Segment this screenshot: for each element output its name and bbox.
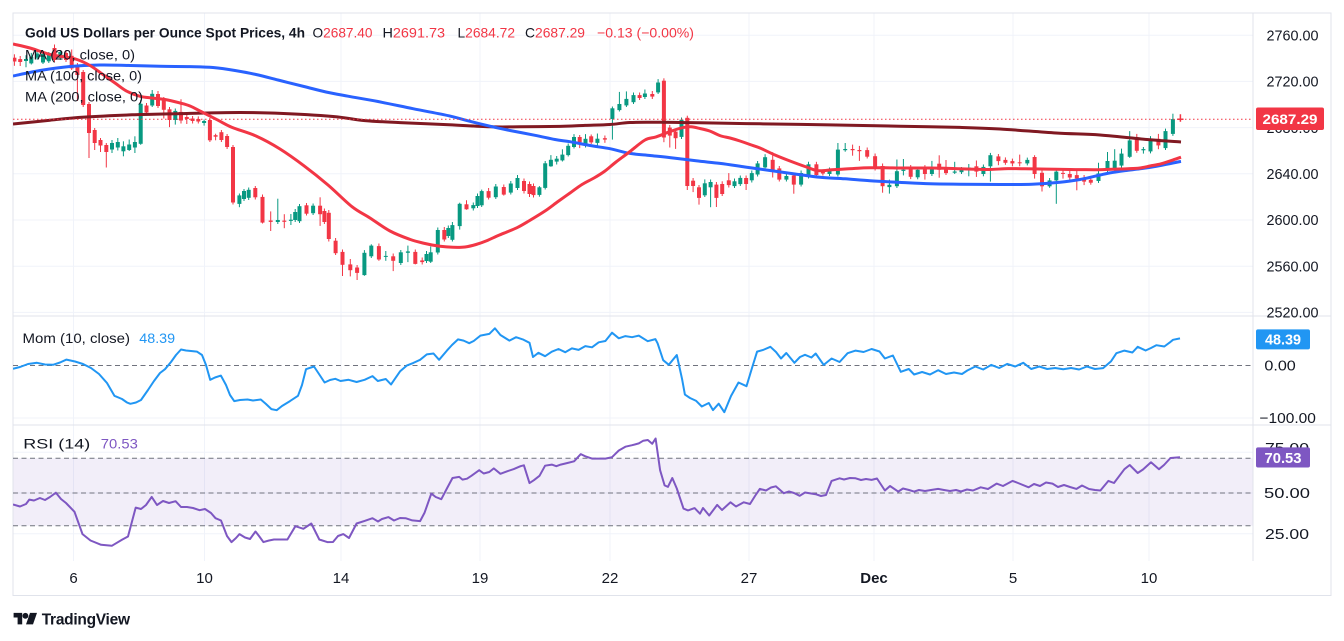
svg-text:22: 22 <box>602 570 619 587</box>
svg-text:−0.13 (−0.00%): −0.13 (−0.00%) <box>597 25 694 41</box>
svg-text:2600.00: 2600.00 <box>1267 213 1319 229</box>
svg-text:2520.00: 2520.00 <box>1267 306 1319 322</box>
svg-text:2720.00: 2720.00 <box>1267 75 1319 91</box>
svg-text:2560.00: 2560.00 <box>1267 259 1319 275</box>
svg-text:MA (100, close, 0): MA (100, close, 0) <box>25 68 142 84</box>
svg-text:O2687.40: O2687.40 <box>313 25 373 41</box>
svg-text:10: 10 <box>1141 570 1158 587</box>
svg-text:TradingView: TradingView <box>42 612 131 629</box>
svg-text:14: 14 <box>333 570 350 587</box>
svg-text:MA (20, close, 0): MA (20, close, 0) <box>25 47 135 63</box>
svg-text:−100.00: −100.00 <box>1260 411 1316 427</box>
svg-text:C2687.29: C2687.29 <box>525 25 585 41</box>
svg-text:50.00: 50.00 <box>1264 486 1310 502</box>
svg-text:6: 6 <box>69 570 77 587</box>
svg-text:70.53: 70.53 <box>1265 451 1302 467</box>
svg-text:Dec: Dec <box>860 570 888 587</box>
svg-text:Mom (10, close): Mom (10, close) <box>23 330 131 346</box>
svg-text:10: 10 <box>196 570 213 587</box>
svg-text:5: 5 <box>1009 570 1017 587</box>
svg-text:Gold US Dollars per Ounce Spot: Gold US Dollars per Ounce Spot Prices, 4… <box>25 25 305 41</box>
svg-text:48.39: 48.39 <box>139 330 175 346</box>
svg-text:25.00: 25.00 <box>1265 527 1309 543</box>
svg-text:70.53: 70.53 <box>101 436 138 452</box>
svg-text:2760.00: 2760.00 <box>1267 28 1319 44</box>
svg-text:H2691.73: H2691.73 <box>383 25 446 41</box>
svg-text:2687.29: 2687.29 <box>1263 111 1318 127</box>
svg-text:MA (200, close, 0): MA (200, close, 0) <box>25 89 143 105</box>
svg-text:RSI (14): RSI (14) <box>23 436 90 452</box>
svg-text:2640.00: 2640.00 <box>1267 167 1319 183</box>
svg-text:L2684.72: L2684.72 <box>458 25 516 41</box>
svg-text:48.39: 48.39 <box>1265 333 1301 349</box>
svg-text:0.00: 0.00 <box>1264 359 1295 375</box>
svg-text:27: 27 <box>741 570 758 587</box>
svg-text:19: 19 <box>472 570 489 587</box>
